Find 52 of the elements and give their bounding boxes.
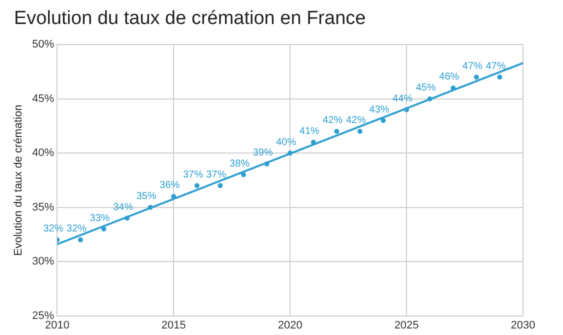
y-tick-label: 35% [32,201,54,214]
data-label: 47% [462,60,483,72]
point [427,96,432,102]
point [101,226,106,232]
point [334,128,340,134]
point [218,183,223,188]
data-label: 32% [66,224,87,235]
point [380,118,386,124]
point [288,150,293,156]
y-tick-label: 30% [32,256,54,268]
data-label: 41% [299,126,320,137]
y-tick-label: 45% [32,92,54,105]
chart-title: Evolution du taux de crémation en France [14,8,366,30]
x-tick-label: 2025 [394,319,419,332]
point [194,183,200,188]
point [171,194,176,199]
data-label: 32% [43,224,64,235]
x-tick-label: 2020 [278,319,302,332]
data-label: 37% [182,169,204,180]
point [404,107,410,112]
data-label: 45% [416,82,436,94]
y-axis-title: Evolution du taux de crémation [12,104,25,256]
point [497,74,502,80]
point [357,128,362,134]
data-label: 44% [392,93,413,104]
point [78,237,84,242]
y-tick-label: 25% [32,310,54,322]
data-label: 43% [369,104,390,116]
point [474,74,479,80]
data-label: 46% [439,72,460,83]
y-tick-label: 50% [32,38,54,51]
data-label: 42% [322,115,343,126]
point [310,140,316,145]
x-tick-label: 2030 [510,319,536,332]
data-label: 36% [160,180,180,192]
point [241,172,246,178]
x-tick-label: 2010 [44,319,70,332]
data-label: 42% [346,115,366,126]
data-label: 39% [252,148,273,159]
data-label: 35% [136,191,156,202]
x-tick-label: 2015 [161,319,186,332]
data-label: 47% [486,60,506,72]
data-label: 37% [206,169,226,180]
data-label: 38% [230,158,250,170]
data-label: 33% [90,212,110,224]
point [124,216,130,221]
data-label: 34% [113,202,134,213]
point [450,85,456,90]
y-tick-label: 40% [32,147,54,160]
data-label: 40% [276,136,296,148]
point [264,161,270,166]
point [148,204,153,210]
